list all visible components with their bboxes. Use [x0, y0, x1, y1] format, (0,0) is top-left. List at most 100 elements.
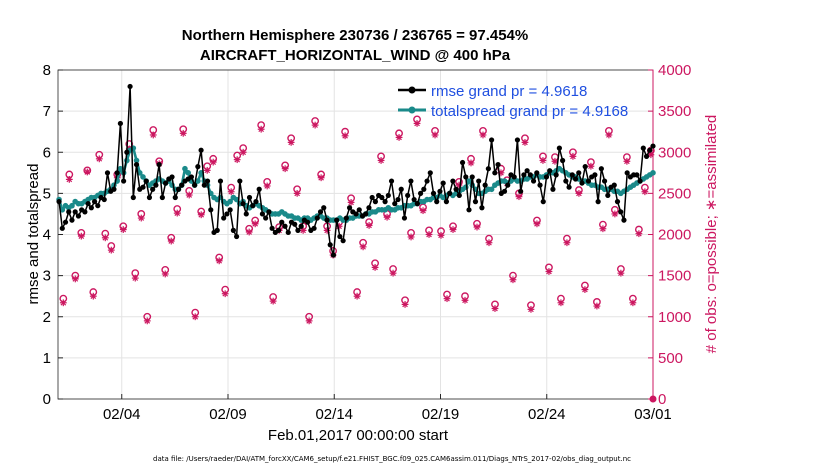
- obs-assimilated-marker: [641, 188, 649, 196]
- rmse-point: [282, 223, 288, 229]
- rmse-point: [372, 199, 378, 205]
- rmse-point: [82, 209, 88, 215]
- rmse-point: [101, 196, 107, 203]
- rmse-point: [146, 194, 153, 201]
- obs-assimilated-marker: [119, 226, 127, 233]
- rmse-point: [595, 199, 601, 205]
- rmse-point: [537, 182, 543, 188]
- rmse-point: [72, 209, 78, 215]
- rmse-point: [540, 199, 546, 205]
- spread-point: [117, 165, 124, 172]
- obs-assimilated-marker: [89, 292, 97, 300]
- rmse-point: [501, 188, 508, 194]
- obs-assimilated-marker: [131, 274, 139, 282]
- rmse-point: [443, 199, 450, 205]
- rmse-point: [263, 215, 269, 221]
- rmse-point: [388, 178, 395, 184]
- x-tick-label: 02/24: [528, 406, 566, 423]
- rmse-point: [246, 194, 253, 201]
- rmse-point: [424, 178, 430, 184]
- rmse-point: [269, 225, 275, 231]
- obs-assimilated-marker: [233, 156, 241, 164]
- spread-point: [69, 202, 75, 209]
- left-y-tick-labels: 0 1 2 3 4 5 6 7 8: [43, 62, 63, 408]
- rmse-point: [495, 161, 501, 168]
- left-y-tick-label: 7: [43, 103, 51, 120]
- rmse-point: [214, 227, 220, 233]
- rmse-point: [169, 174, 175, 180]
- rmse-point: [188, 174, 195, 180]
- rmse-point: [253, 199, 259, 205]
- rmse-point: [437, 188, 443, 194]
- rmse-point: [585, 178, 592, 184]
- left-y-tick-label: 5: [43, 185, 51, 202]
- obs-assimilated-marker: [167, 237, 175, 245]
- obs-assimilated-marker: [227, 188, 235, 196]
- x-tick-label: 02/09: [209, 406, 247, 423]
- rmse-point: [353, 211, 359, 217]
- rmse-point: [401, 215, 408, 221]
- rmse-point: [511, 174, 517, 180]
- spread-point: [195, 178, 201, 184]
- x-tick-label: 02/19: [422, 406, 460, 423]
- right-y-tick-label: 4000: [658, 62, 691, 79]
- spread-point: [185, 170, 191, 176]
- obs-assimilated-marker: [107, 246, 115, 254]
- rmse-point: [337, 233, 343, 240]
- x-axis-label: Feb.01,2017 00:00:00 start: [268, 427, 449, 444]
- obs-assimilated-marker: [377, 157, 385, 164]
- rmse-point: [172, 194, 178, 201]
- rmse-point: [405, 192, 411, 199]
- rmse-point: [524, 168, 530, 174]
- rmse-point: [618, 209, 624, 215]
- rmse-point: [114, 170, 120, 176]
- obs-assimilated-marker: [491, 305, 499, 312]
- x-tick-label: 02/04: [103, 406, 141, 423]
- rmse-point: [233, 233, 240, 240]
- rmse-point: [466, 207, 472, 213]
- right-y-tick-label: 2000: [658, 227, 691, 244]
- obs-assimilated-marker: [623, 157, 631, 165]
- rmse-point: [198, 147, 204, 153]
- rmse-point: [505, 182, 511, 188]
- rmse-point: [140, 184, 146, 190]
- rmse-point: [485, 166, 491, 172]
- rmse-point: [411, 196, 417, 203]
- rmse-point: [576, 170, 582, 176]
- legend: rmse grand pr = 4.9618 totalspread grand…: [398, 83, 628, 120]
- left-y-tick-label: 8: [43, 62, 51, 79]
- obs-assimilated-marker: [443, 295, 451, 303]
- obs-assimilated-marker: [197, 211, 205, 219]
- legend-rmse-marker: [408, 86, 416, 94]
- obs-assimilated-marker: [203, 166, 211, 174]
- obs-assimilated-marker: [521, 138, 529, 146]
- rmse-point: [518, 188, 524, 194]
- x-tick-labels: 02/04 02/09 02/14 02/19 02/24 03/01: [103, 394, 672, 423]
- rmse-point: [224, 211, 230, 217]
- rmse-point: [221, 215, 227, 221]
- rmse-point: [579, 180, 585, 186]
- rmse-point: [492, 170, 498, 176]
- obs-assimilated-marker: [311, 121, 319, 129]
- obs-assimilated-marker: [551, 157, 559, 165]
- obs-assimilated-marker: [527, 305, 535, 313]
- rmse-point: [527, 172, 533, 178]
- obs-assimilated-marker: [461, 296, 469, 304]
- rmse-point: [385, 192, 391, 199]
- rmse-point: [56, 199, 62, 205]
- rmse-point: [566, 184, 572, 190]
- legend-rmse-label: rmse grand pr = 4.9618: [431, 83, 587, 100]
- rmse-point: [634, 172, 640, 178]
- rmse-point: [598, 166, 604, 172]
- obs-assimilated-marker: [557, 299, 565, 307]
- rmse-point: [521, 172, 527, 178]
- rmse-point: [421, 186, 427, 192]
- obs-assimilated-marker: [581, 286, 589, 294]
- x-tick-label: 02/14: [315, 406, 353, 423]
- rmse-point: [534, 170, 540, 176]
- rmse-point: [379, 194, 385, 201]
- legend-spread-marker: [408, 106, 416, 114]
- rmse-point: [569, 172, 575, 178]
- right-y-tick-label: 1000: [658, 309, 691, 326]
- rmse-point: [514, 137, 521, 143]
